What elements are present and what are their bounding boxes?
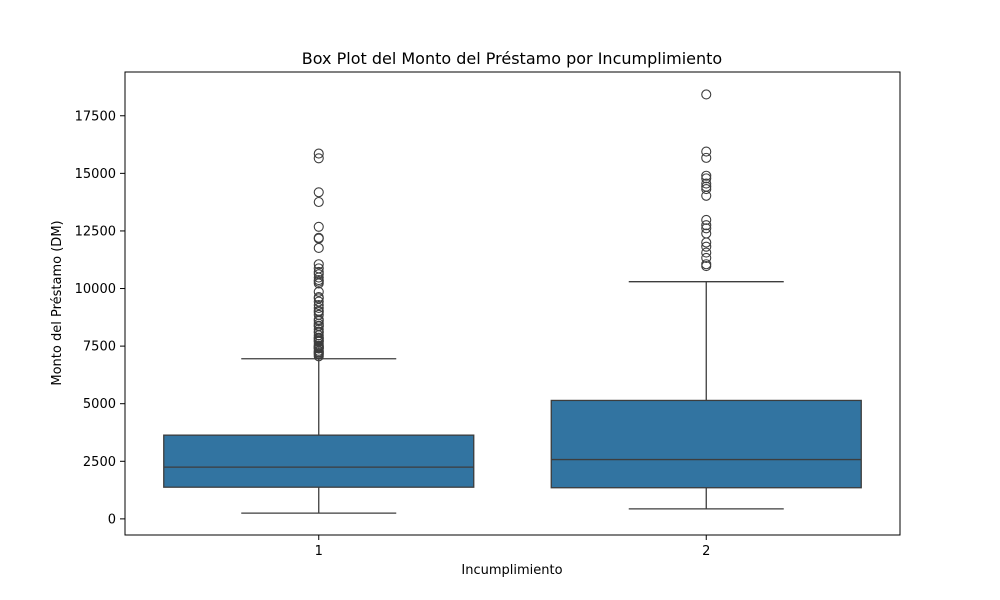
plot-frame xyxy=(124,71,901,536)
outlier-point xyxy=(701,223,712,234)
y-tick-label: 17500 xyxy=(75,109,116,124)
outlier-point xyxy=(313,232,324,243)
y-axis: 0 2500 5000 7500 10000 12500 15000 17500 xyxy=(75,109,125,527)
outlier-point xyxy=(701,237,712,248)
y-tick-label: 7500 xyxy=(83,340,116,355)
outlier-point xyxy=(701,173,712,184)
y-tick-label: 10000 xyxy=(75,282,116,297)
outlier-point xyxy=(701,146,712,157)
outlier-point xyxy=(701,190,712,201)
outlier-point xyxy=(701,170,712,181)
outlier-point xyxy=(313,286,324,297)
y-tick-label: 15000 xyxy=(75,167,116,182)
outlier-point xyxy=(701,252,712,263)
outlier-point xyxy=(701,220,712,231)
outlier-point xyxy=(313,302,324,313)
chart-title: Box Plot del Monto del Préstamo por Incu… xyxy=(302,49,722,68)
outlier-point xyxy=(701,184,712,195)
outlier-point xyxy=(313,196,324,208)
y-tick-label: 2500 xyxy=(83,455,116,470)
outlier-point xyxy=(313,153,324,164)
outlier-point xyxy=(313,351,324,362)
outlier-point xyxy=(313,272,324,283)
plot-area xyxy=(124,71,901,536)
outlier-point xyxy=(701,214,712,226)
y-tick-label: 5000 xyxy=(83,397,116,412)
x-tick-label: 2 xyxy=(702,544,710,559)
y-tick-label: 0 xyxy=(108,512,116,527)
outlier-point xyxy=(701,178,712,189)
outlier-point xyxy=(313,278,324,289)
outlier-point xyxy=(701,247,712,258)
outlier-point xyxy=(313,242,324,254)
outlier-point xyxy=(313,259,324,270)
outlier-point xyxy=(701,152,712,163)
iqr-box xyxy=(163,434,475,488)
box-group-2 xyxy=(550,89,862,510)
x-axis-label: Incumplimiento xyxy=(461,563,562,578)
box-group-1 xyxy=(163,148,475,514)
outlier-point xyxy=(313,316,324,327)
outlier-point xyxy=(701,89,712,100)
outlier-point xyxy=(313,221,324,232)
outlier-point xyxy=(313,187,324,198)
outlier-point xyxy=(701,261,712,272)
x-tick-label: 1 xyxy=(315,544,323,559)
outlier-point xyxy=(313,293,324,304)
outlier-point xyxy=(313,299,324,311)
outlier-point xyxy=(701,228,712,239)
y-axis-label: Monto del Préstamo (DM) xyxy=(50,220,65,385)
outlier-point xyxy=(701,241,712,252)
outlier-point xyxy=(313,148,324,159)
y-tick-label: 12500 xyxy=(75,224,116,239)
iqr-box xyxy=(550,399,862,489)
